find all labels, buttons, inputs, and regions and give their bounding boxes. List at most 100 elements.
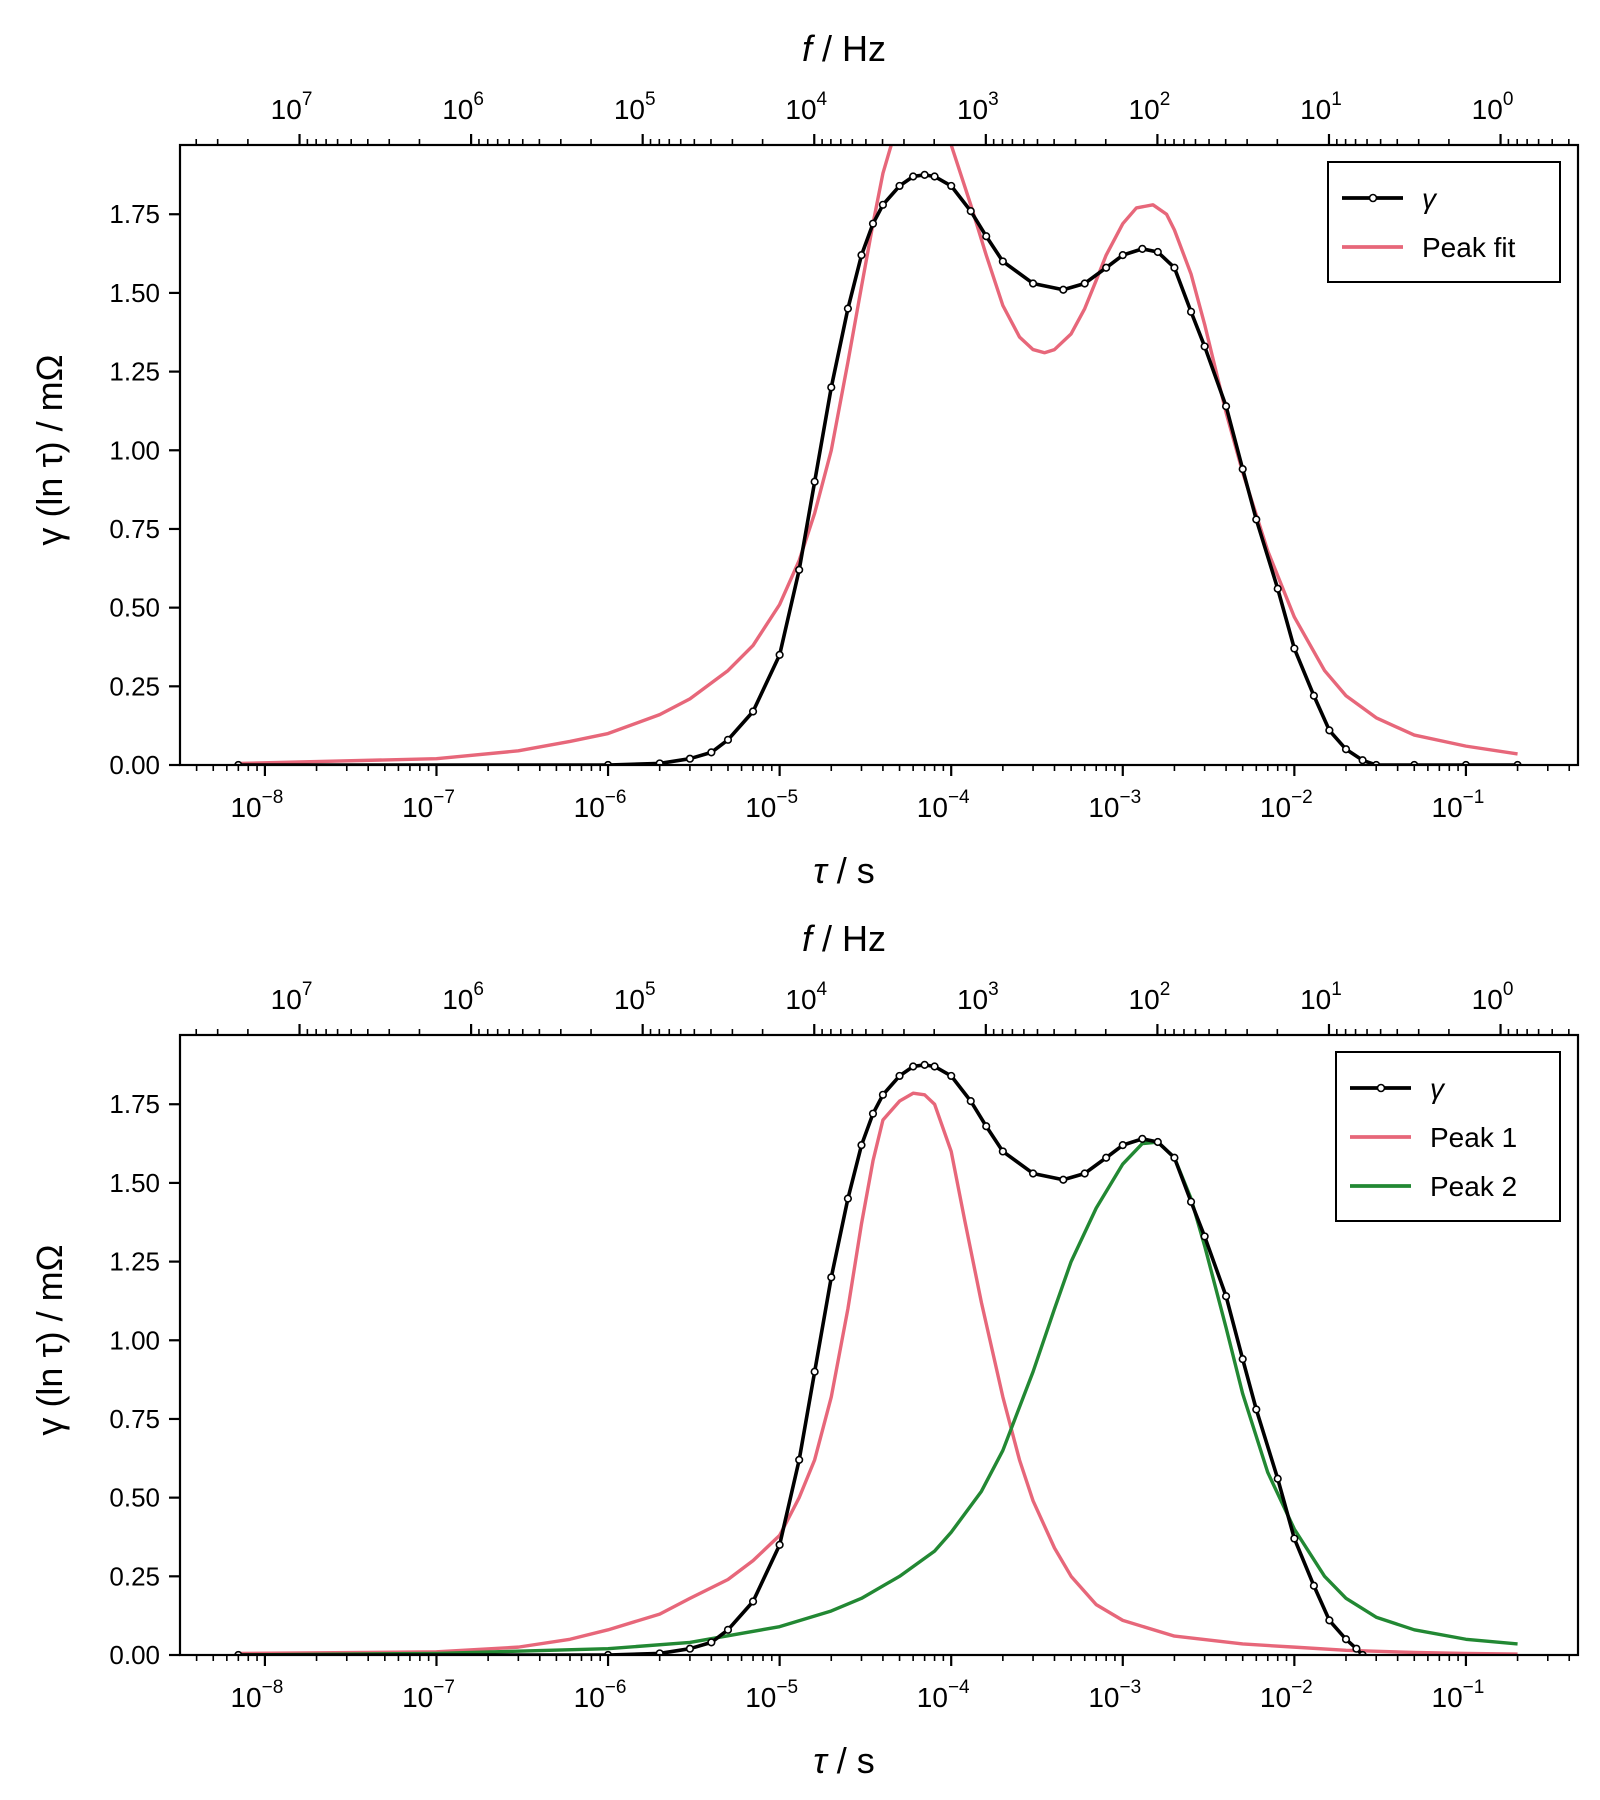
- x2-tick-label: 103: [957, 979, 999, 1015]
- data-point: [909, 1062, 918, 1071]
- y-tick-label: 0.75: [109, 1404, 160, 1434]
- data-point: [895, 1071, 904, 1081]
- series-line-gamma: [238, 1063, 1364, 1655]
- data-point: [1309, 691, 1319, 700]
- data-point: [1059, 285, 1068, 294]
- x2-tick-label: 102: [1129, 89, 1171, 125]
- x2-tick-label: 105: [614, 89, 656, 125]
- data-point: [1309, 1581, 1319, 1590]
- data-point: [810, 1367, 819, 1376]
- y-tick-label: 1.75: [109, 1089, 160, 1119]
- data-point: [1325, 1616, 1334, 1625]
- data-point: [1341, 1635, 1351, 1644]
- data-point: [1186, 307, 1196, 316]
- data-point: [1153, 247, 1162, 257]
- x2-tick-label: 104: [785, 979, 827, 1015]
- data-point: [1290, 644, 1299, 653]
- data-point: [1325, 726, 1334, 735]
- legend-label: Peak 1: [1430, 1122, 1517, 1153]
- data-point: [1238, 465, 1247, 474]
- y-tick-label: 0.75: [109, 514, 160, 544]
- data-point: [655, 1649, 664, 1655]
- data-point: [723, 1625, 733, 1634]
- y-tick-label: 0.50: [109, 1483, 160, 1513]
- x-tick-label: 10−1: [1432, 787, 1485, 823]
- data-point: [1153, 1137, 1162, 1147]
- x2-tick-label: 107: [271, 89, 313, 125]
- data-point: [723, 735, 733, 744]
- series-group: [234, 145, 1522, 765]
- data-point: [1352, 1644, 1361, 1653]
- x-tick-label: 10−1: [1432, 1677, 1485, 1713]
- x2-axis-label: f / Hz: [802, 918, 886, 959]
- data-point: [1221, 1292, 1231, 1301]
- data-point: [1252, 515, 1261, 524]
- data-point: [947, 181, 956, 191]
- data-point: [1028, 1169, 1038, 1178]
- plot-frame: [178, 143, 1580, 767]
- chart-panel-1: 0.00 0.25 0.50 0.75 1.00 1.25 1.50 1.75 10−8 10−7…: [29, 28, 1580, 891]
- legend: γ Peak 1 Peak 2: [1335, 1051, 1561, 1222]
- data-point: [748, 1597, 758, 1606]
- data-point: [930, 1062, 939, 1071]
- x2-tick-label: 100: [1472, 979, 1514, 1015]
- data-point: [1170, 1153, 1179, 1162]
- y-tick-label: 0.25: [109, 1561, 160, 1591]
- x2-tick-label: 105: [614, 979, 656, 1015]
- x-tick-label: 10−2: [1260, 787, 1313, 823]
- data-point: [966, 206, 975, 216]
- y-tick-label: 1.25: [109, 357, 160, 387]
- data-point: [1273, 1474, 1282, 1483]
- data-point: [930, 172, 939, 181]
- data-point: [868, 219, 878, 228]
- x2-tick-label: 103: [957, 89, 999, 125]
- data-point: [707, 1638, 716, 1647]
- data-point: [857, 251, 866, 260]
- data-point: [1273, 584, 1282, 593]
- data-point: [1080, 1169, 1089, 1178]
- y-tick-label: 1.25: [109, 1247, 160, 1277]
- series-line-peak-1: [238, 1091, 1518, 1655]
- y-axis-label: γ (ln τ) / mΩ: [29, 1244, 70, 1435]
- x2-tick-label: 100: [1472, 89, 1514, 125]
- data-point: [1238, 1355, 1247, 1364]
- data-point: [827, 1273, 836, 1282]
- data-point: [857, 1141, 866, 1150]
- legend: γ Peak fit: [1327, 161, 1561, 283]
- x-tick-label: 10−6: [574, 1677, 627, 1713]
- y-axis-label: γ (ln τ) / mΩ: [29, 354, 70, 545]
- data-point: [878, 1090, 888, 1099]
- x-tick-label: 10−8: [230, 787, 283, 823]
- x-tick-label: 10−8: [230, 1677, 283, 1713]
- data-point: [895, 181, 904, 191]
- x2-tick-label: 101: [1300, 89, 1342, 125]
- series-line-peak-2: [238, 1140, 1518, 1655]
- data-point: [998, 1147, 1007, 1156]
- data-point: [1118, 251, 1127, 260]
- y-tick-label: 1.00: [109, 435, 160, 465]
- data-point: [707, 748, 716, 757]
- data-point: [1221, 402, 1231, 411]
- series-line-gamma: [238, 173, 1518, 765]
- data-point: [982, 232, 991, 241]
- y-tick-label: 1.50: [109, 1168, 160, 1198]
- data-point: [795, 565, 804, 574]
- data-point: [920, 170, 929, 179]
- x-tick-label: 10−5: [745, 1677, 798, 1713]
- data-point: [909, 172, 918, 181]
- legend-label: γ: [1430, 1073, 1446, 1104]
- x-tick-label: 10−3: [1088, 787, 1141, 823]
- x2-tick-label: 101: [1300, 979, 1342, 1015]
- data-point: [920, 1060, 929, 1069]
- data-point: [1341, 745, 1351, 754]
- data-point: [775, 1540, 784, 1549]
- data-point: [1358, 756, 1367, 765]
- legend-marker: [1368, 193, 1378, 203]
- legend-marker: [1376, 1083, 1386, 1093]
- data-point: [982, 1122, 991, 1131]
- x-tick-label: 10−3: [1088, 1677, 1141, 1713]
- data-point: [1200, 1232, 1209, 1241]
- y-tick-label: 0.25: [109, 671, 160, 701]
- data-point: [1170, 263, 1179, 272]
